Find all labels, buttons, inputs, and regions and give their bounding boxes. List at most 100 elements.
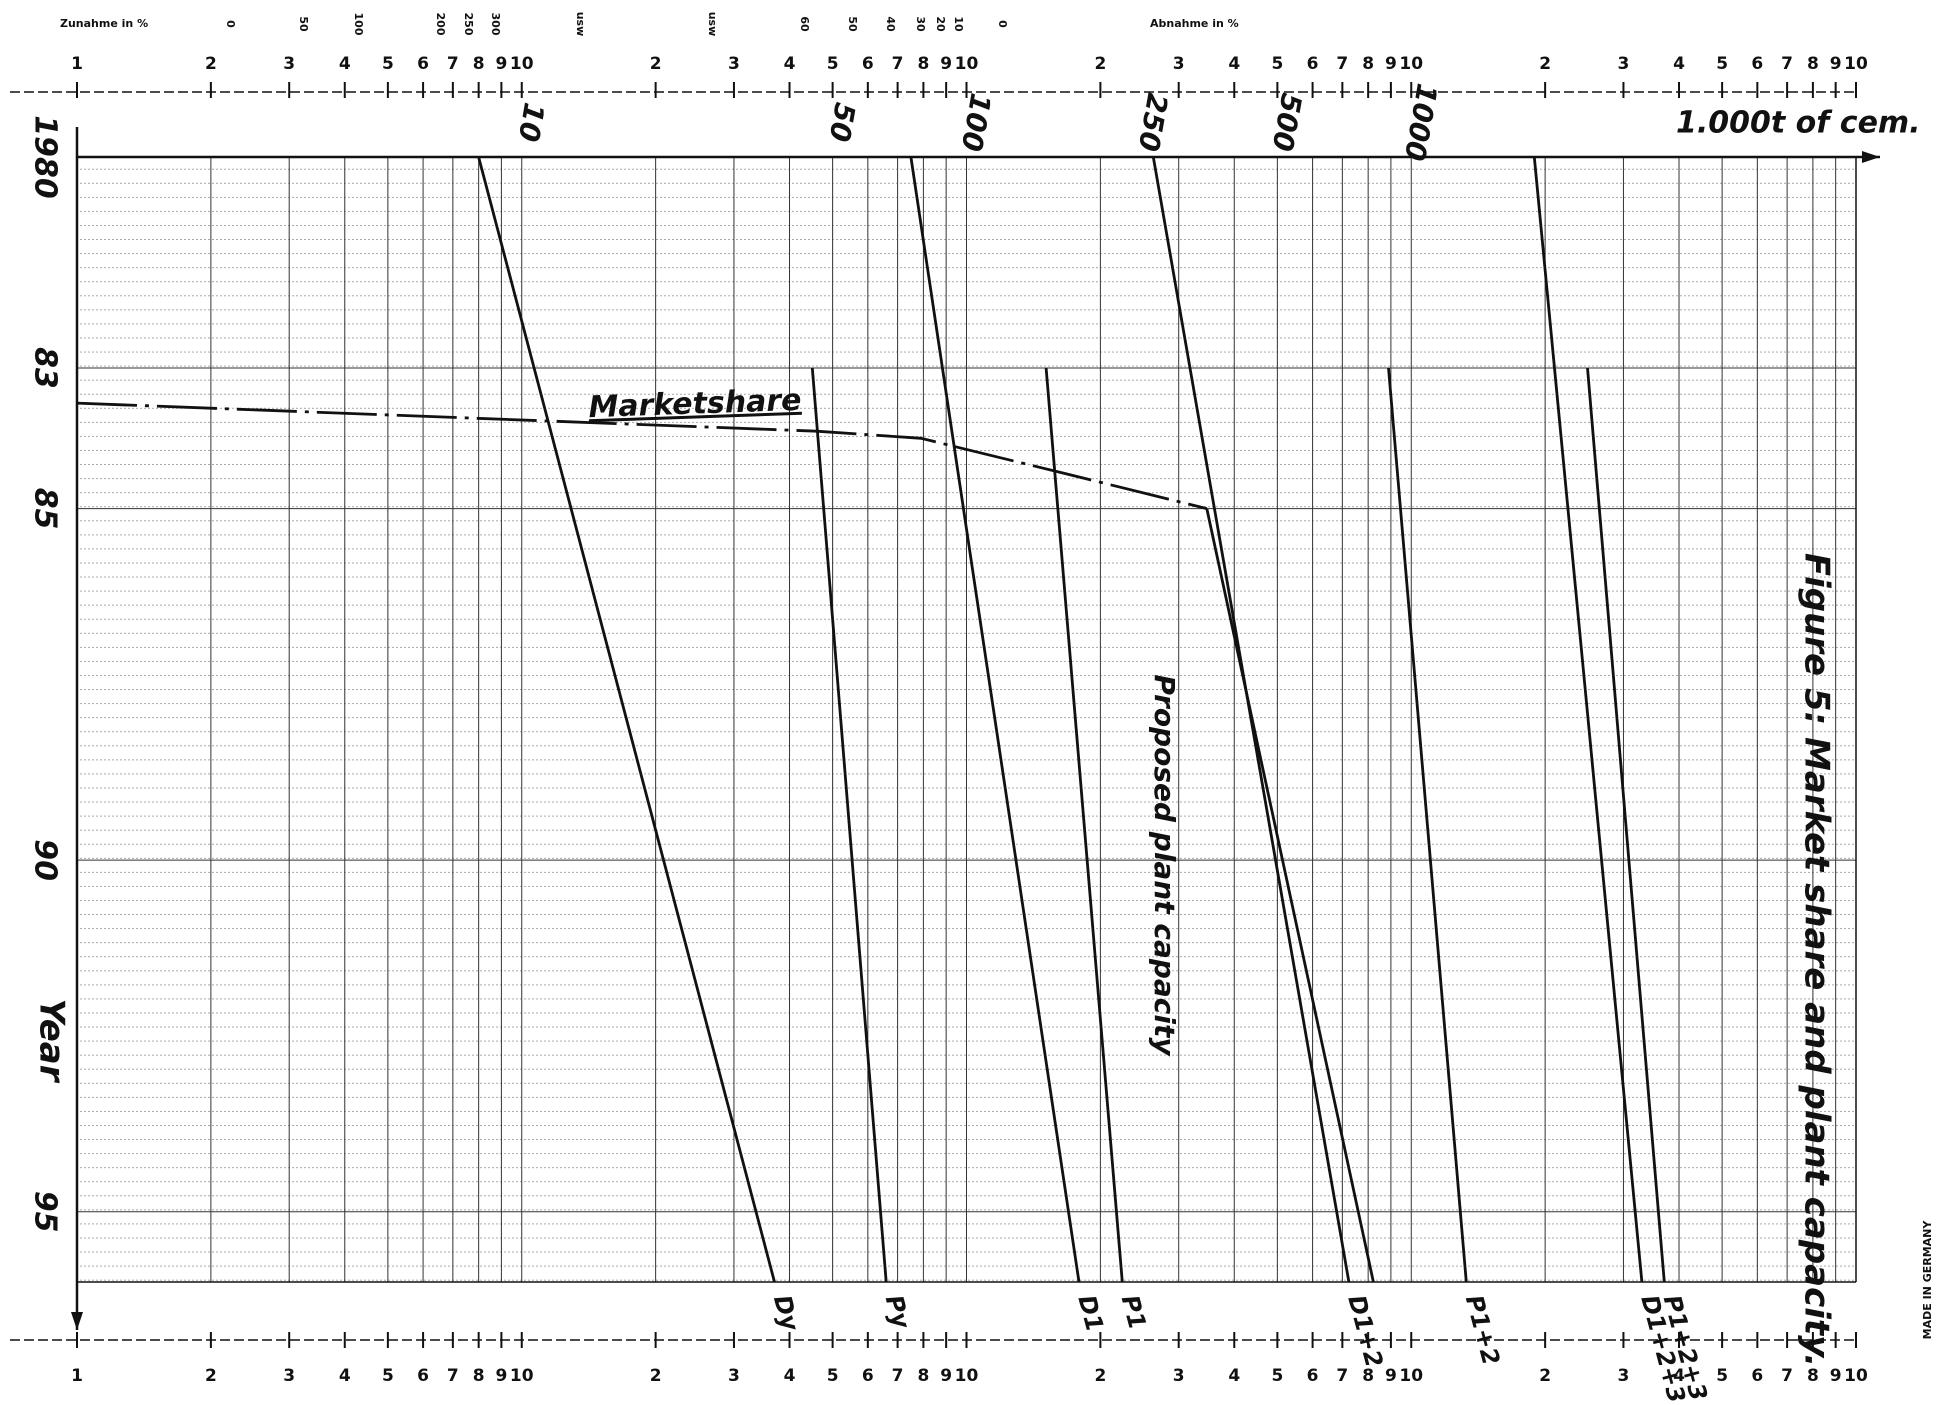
top-scale-label: usw — [706, 12, 719, 37]
x-tick-label: 5 — [382, 54, 394, 74]
x-tick-label: 10 — [510, 54, 534, 74]
x-tick-label: 2 — [1094, 54, 1106, 74]
x-tick-label: 4 — [339, 54, 351, 74]
x-tick-label: 10 — [955, 54, 979, 74]
hand-tick-label: 500 — [1266, 91, 1309, 154]
chart-title: Figure 5: Market share and plant capacit… — [1797, 553, 1837, 1367]
top-scale-label: 20 — [934, 16, 947, 32]
series-line — [1205, 508, 1375, 1283]
x-tick-label: 3 — [1173, 1366, 1185, 1386]
x-tick-label: 9 — [1385, 54, 1397, 74]
x-tick-label: 5 — [1716, 54, 1728, 74]
annotation: Proposed plant capacity — [1148, 674, 1181, 1057]
x-tick-label: 9 — [1830, 1366, 1842, 1386]
x-tick-label: 6 — [862, 54, 874, 74]
series-line — [1387, 367, 1468, 1283]
x-tick-label: 8 — [1362, 54, 1374, 74]
top-scale-label: usw — [574, 12, 587, 37]
x-tick-label: 8 — [1807, 1366, 1819, 1386]
x-tick-label: 9 — [940, 1366, 952, 1386]
series-line — [76, 401, 1208, 510]
x-tick-label: 7 — [892, 1366, 904, 1386]
top-scale-label: 300 — [489, 13, 502, 36]
top-scale-label: 60 — [798, 16, 811, 32]
x-tick-label: 5 — [827, 1366, 839, 1386]
series-label: Py — [880, 1292, 916, 1333]
x-tick-label: 5 — [1271, 54, 1283, 74]
series-line — [1532, 156, 1644, 1283]
x-tick-label: 10 — [1399, 54, 1423, 74]
x-tick-label: 2 — [1539, 54, 1551, 74]
x-tick-label: 6 — [417, 54, 429, 74]
hand-tick-label: 50 — [822, 100, 861, 144]
x-tick-label: 9 — [1385, 1366, 1397, 1386]
x-tick-label: 1 — [71, 54, 83, 74]
x-tick-label: 9 — [940, 54, 952, 74]
x-tick-label: 7 — [447, 1366, 459, 1386]
x-tick-label: 10 — [1844, 1366, 1868, 1386]
y-tick-label: 95 — [28, 1191, 63, 1233]
x-tick-label: 4 — [339, 1366, 351, 1386]
x-tick-label: 4 — [1228, 1366, 1240, 1386]
top-scale-label: 100 — [352, 13, 365, 36]
x-tick-label: 8 — [473, 1366, 485, 1386]
x-tick-label: 10 — [510, 1366, 534, 1386]
x-tick-label: 7 — [1336, 54, 1348, 74]
x-tick-label: 4 — [1673, 1366, 1685, 1386]
x-tick-label: 8 — [917, 1366, 929, 1386]
top-scale-label: 40 — [884, 16, 897, 32]
x-tick-label: 4 — [784, 1366, 796, 1386]
series-line — [477, 156, 776, 1283]
y-tick-label: 90 — [28, 839, 63, 881]
top-scale-label: 10 — [952, 16, 965, 32]
x-tick-label: 9 — [495, 54, 507, 74]
series-label: P1+2 — [1460, 1292, 1505, 1368]
x-axis-arrow — [1862, 151, 1880, 163]
x-tick-label: 1 — [71, 1366, 83, 1386]
hand-tick-label: 1000 — [1398, 81, 1444, 163]
series-label: D1+2 — [1342, 1292, 1388, 1370]
x-tick-label: 2 — [650, 1366, 662, 1386]
top-scale-label: 30 — [914, 16, 927, 32]
y-tick-label: 1980 — [28, 115, 63, 199]
series-label: D1 — [1072, 1292, 1109, 1335]
x-axis-label: 1.000t of cem. — [1676, 106, 1921, 141]
x-tick-label: 6 — [1307, 1366, 1319, 1386]
top-scale-label: 250 — [462, 13, 475, 36]
y-tick-label: 85 — [28, 488, 63, 530]
x-tick-label: 7 — [1336, 1366, 1348, 1386]
y-axis-label: Year — [32, 998, 72, 1083]
x-tick-label: 9 — [495, 1366, 507, 1386]
x-tick-label: 2 — [1539, 1366, 1551, 1386]
x-tick-label: 8 — [1362, 1366, 1374, 1386]
top-scale-label: 200 — [434, 13, 447, 36]
x-tick-label: 10 — [955, 1366, 979, 1386]
x-tick-label: 5 — [1716, 1366, 1728, 1386]
x-tick-label: 3 — [728, 54, 740, 74]
series-line — [1044, 367, 1124, 1283]
x-tick-label: 3 — [283, 1366, 295, 1386]
x-tick-label: 7 — [892, 54, 904, 74]
x-tick-label: 7 — [447, 54, 459, 74]
series-line — [810, 367, 888, 1283]
x-tick-label: 2 — [205, 1366, 217, 1386]
x-tick-label: 5 — [827, 54, 839, 74]
x-tick-label: 2 — [650, 54, 662, 74]
x-tick-label: 8 — [917, 54, 929, 74]
x-tick-label: 6 — [1751, 1366, 1763, 1386]
top-scale-label: Abnahme in % — [1150, 17, 1239, 30]
top-scale-label: 50 — [297, 16, 310, 32]
series-line — [909, 156, 1081, 1283]
hand-tick-label: 10 — [512, 100, 551, 144]
footer: MADE IN GERMANY — [1921, 1220, 1934, 1340]
x-tick-label: 3 — [1618, 1366, 1630, 1386]
y-axis-arrow — [71, 1312, 83, 1330]
x-tick-label: 2 — [205, 54, 217, 74]
x-tick-label: 3 — [1173, 54, 1185, 74]
top-scale-label: 50 — [846, 16, 859, 32]
hand-tick-label: 100 — [955, 91, 998, 154]
series-line — [1586, 367, 1666, 1283]
x-tick-label: 7 — [1781, 54, 1793, 74]
